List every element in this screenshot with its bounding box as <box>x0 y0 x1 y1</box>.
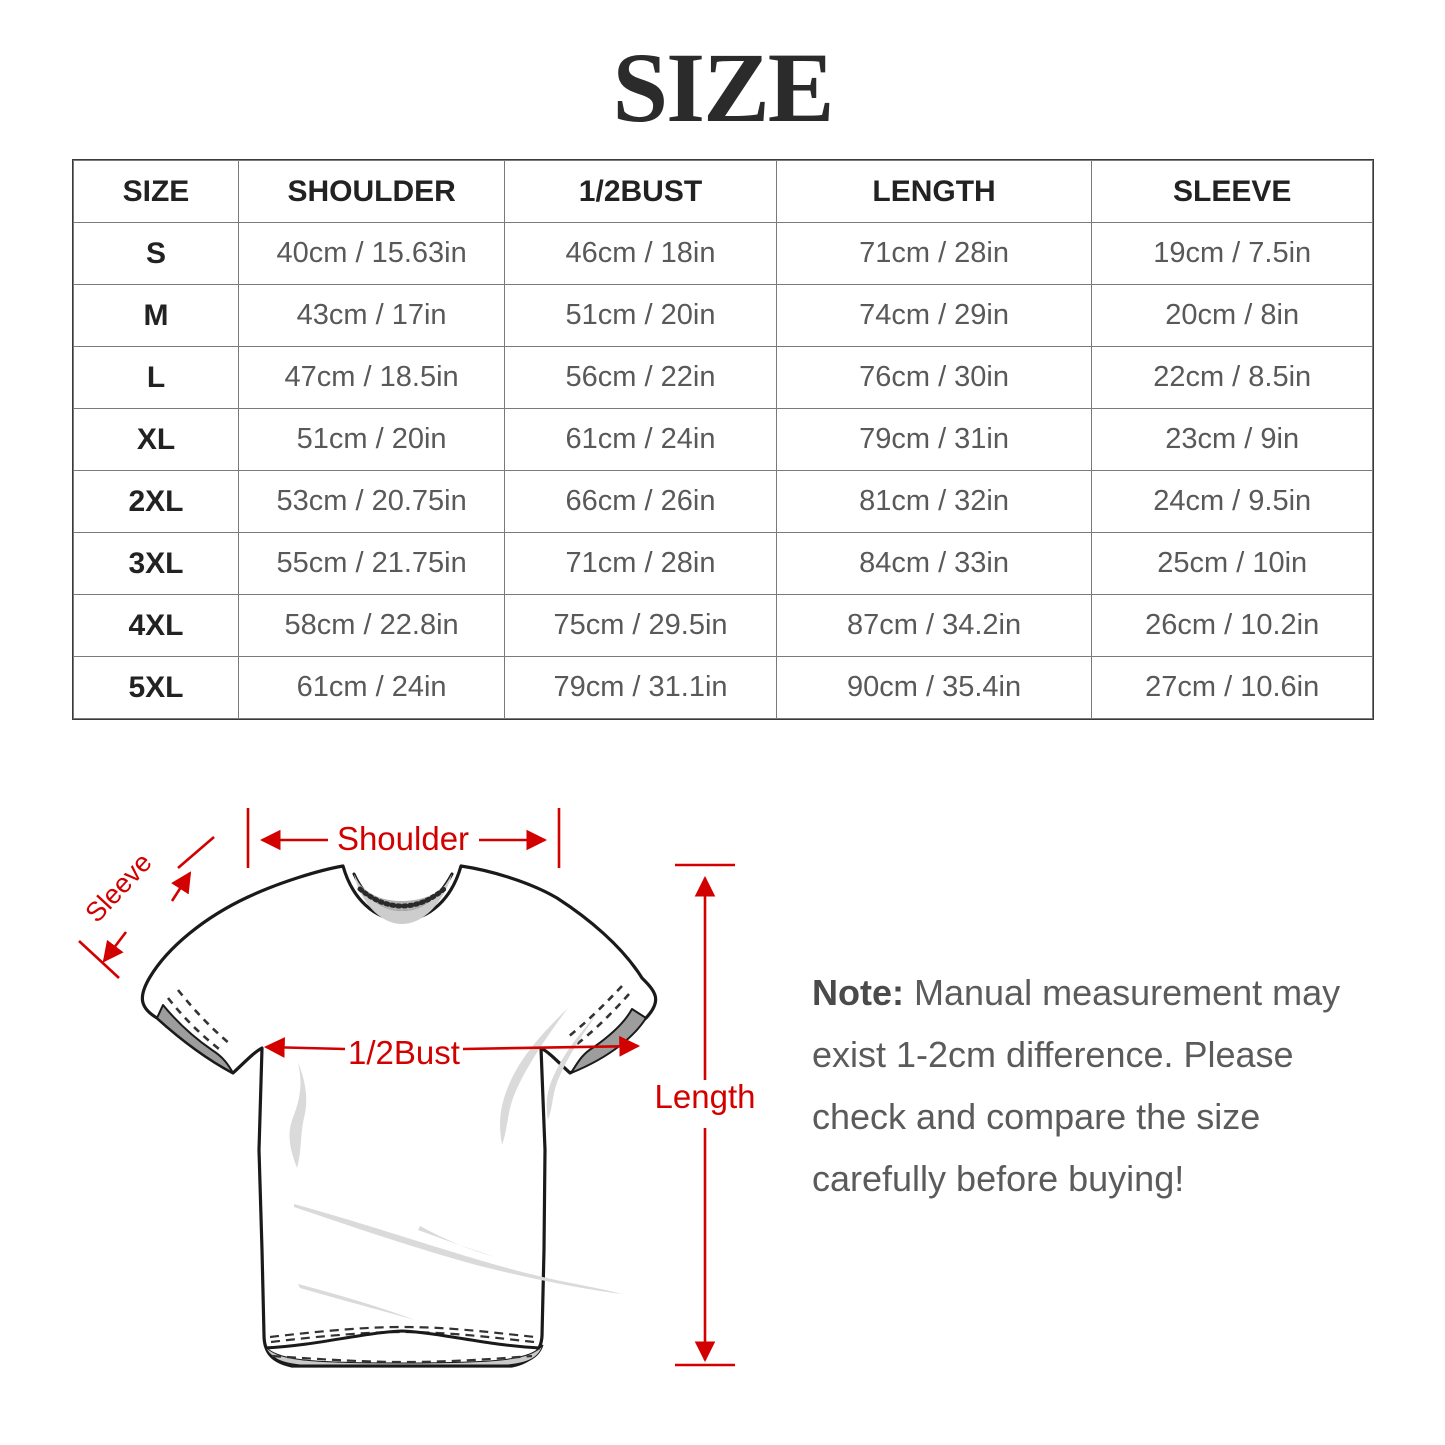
svg-text:Shoulder: Shoulder <box>337 820 469 857</box>
svg-text:Length: Length <box>655 1078 756 1115</box>
svg-text:1/2Bust: 1/2Bust <box>348 1034 460 1071</box>
svg-text:Sleeve: Sleeve <box>79 847 157 928</box>
